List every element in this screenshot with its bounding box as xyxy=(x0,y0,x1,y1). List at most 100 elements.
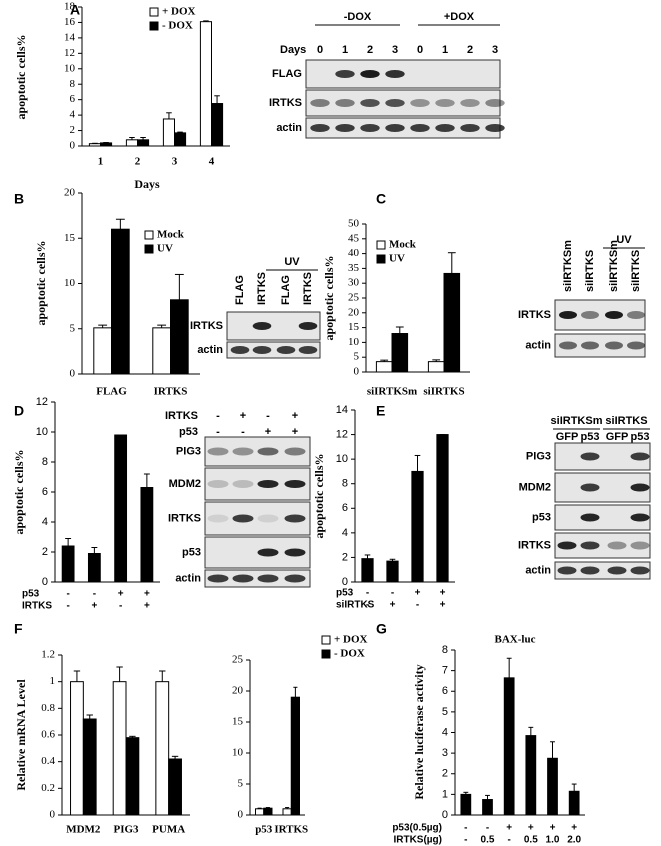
legend-swatch xyxy=(149,21,159,31)
y-tick-label: 0 xyxy=(238,809,244,821)
y-tick-label: 0 xyxy=(50,809,56,821)
error-bar xyxy=(98,324,108,328)
y-tick-label: 5 xyxy=(442,706,448,718)
panel-label: G xyxy=(376,621,387,637)
x-tick-label: IRTKS xyxy=(154,386,188,398)
bar xyxy=(282,808,292,816)
error-bar xyxy=(432,359,441,362)
legend-swatch xyxy=(144,230,154,240)
blot-row-label: IRTKS xyxy=(190,320,223,332)
error-bar xyxy=(177,131,183,133)
error-bar xyxy=(364,554,371,559)
blot-row-label: actin xyxy=(175,572,201,584)
blot-band xyxy=(607,566,627,575)
x-tick-label: 2 xyxy=(135,156,141,168)
bar xyxy=(88,143,102,147)
blot-condition-mark: + xyxy=(292,426,298,438)
bar xyxy=(386,560,399,583)
blot-condition-mark: - xyxy=(216,426,220,438)
blot-panel xyxy=(226,341,321,359)
condition-mark: 0.5 xyxy=(481,835,495,846)
error-bar xyxy=(159,670,166,682)
blot-band xyxy=(435,124,455,132)
blot-band xyxy=(410,124,430,132)
error-bar xyxy=(571,783,577,792)
legend-label: - DOX xyxy=(334,648,365,660)
blot-band xyxy=(298,346,318,354)
bar xyxy=(125,139,139,147)
bar xyxy=(168,758,182,816)
condition-label: IRTKS xyxy=(22,601,52,612)
error-bar xyxy=(389,558,396,562)
blot-band xyxy=(580,541,600,550)
bar xyxy=(93,327,113,375)
y-tick-label: 10 xyxy=(232,747,244,759)
blot-lane-header: Days xyxy=(280,44,306,56)
y-tick-label: 4 xyxy=(70,109,76,121)
error-bar xyxy=(140,137,146,140)
y-axis-label: Relative luciferase activity xyxy=(412,664,426,799)
blot-row-label: IRTKS xyxy=(518,309,551,321)
legend-label: UV xyxy=(157,243,173,255)
blot-band xyxy=(284,447,306,456)
error-bar xyxy=(129,735,136,738)
bar xyxy=(155,681,170,816)
bar xyxy=(61,545,75,583)
blot-condition-mark: - xyxy=(266,410,270,422)
y-tick-label: 7 xyxy=(442,665,448,677)
y-tick-label: 0 xyxy=(70,140,76,152)
blot-row-label: p53 xyxy=(182,546,201,558)
condition-mark: - xyxy=(66,601,69,612)
condition-label: p53 xyxy=(22,589,40,600)
error-bar xyxy=(73,670,81,682)
blot-band xyxy=(232,480,254,488)
blot-band xyxy=(252,346,272,354)
bar xyxy=(152,327,172,375)
blot-band xyxy=(257,480,279,488)
error-bar xyxy=(174,273,184,300)
error-bar xyxy=(285,807,290,809)
bar xyxy=(114,434,128,583)
blot-lane-label: 1 xyxy=(442,44,448,56)
blot-row-label: actin xyxy=(525,564,551,576)
blot-row-label: IRTKS xyxy=(168,512,201,524)
bar xyxy=(125,737,140,816)
blot-group-label: UV xyxy=(284,256,300,268)
blot-band xyxy=(335,99,355,107)
blot-lane-label: 2 xyxy=(367,44,373,56)
blot-band xyxy=(207,447,229,456)
bar xyxy=(263,807,273,816)
legend-label: UV xyxy=(389,253,405,265)
y-tick-label: 6 xyxy=(70,93,76,105)
bar xyxy=(211,103,224,147)
blot-lane-label: siIRTKSm xyxy=(562,240,574,292)
y-tick-label: 0 xyxy=(442,809,448,821)
blot-band xyxy=(252,322,272,330)
x-tick-label: 4 xyxy=(209,156,215,168)
blot-band xyxy=(580,513,600,522)
legend-label: Mock xyxy=(157,229,185,241)
blot-lane-label: siIRTKS xyxy=(584,250,596,292)
y-axis-label: apoptotic cells% xyxy=(312,454,326,539)
blot-band xyxy=(310,124,330,132)
blot-band xyxy=(257,514,279,523)
blot-lane-label: 2 xyxy=(467,44,473,56)
blot-band xyxy=(385,70,405,78)
blot-lane-label: 0 xyxy=(317,44,323,56)
blot-band xyxy=(385,99,405,107)
x-axis-label: Days xyxy=(134,177,160,191)
blot-band xyxy=(630,513,650,522)
y-tick-label: 12 xyxy=(36,396,48,408)
bar xyxy=(82,718,97,816)
bar xyxy=(525,735,537,816)
bar xyxy=(140,487,154,583)
x-tick-label: siIRTKSm xyxy=(367,386,417,398)
bar xyxy=(503,677,515,816)
blot-group-label: siIRTKS xyxy=(605,415,647,427)
blot-group-label: UV xyxy=(616,234,632,246)
bar xyxy=(290,696,300,816)
blot-band xyxy=(257,447,279,456)
blot-lane-label: FLAG xyxy=(234,275,246,305)
blot-condition-mark: - xyxy=(216,410,220,422)
error-bar xyxy=(257,807,262,809)
